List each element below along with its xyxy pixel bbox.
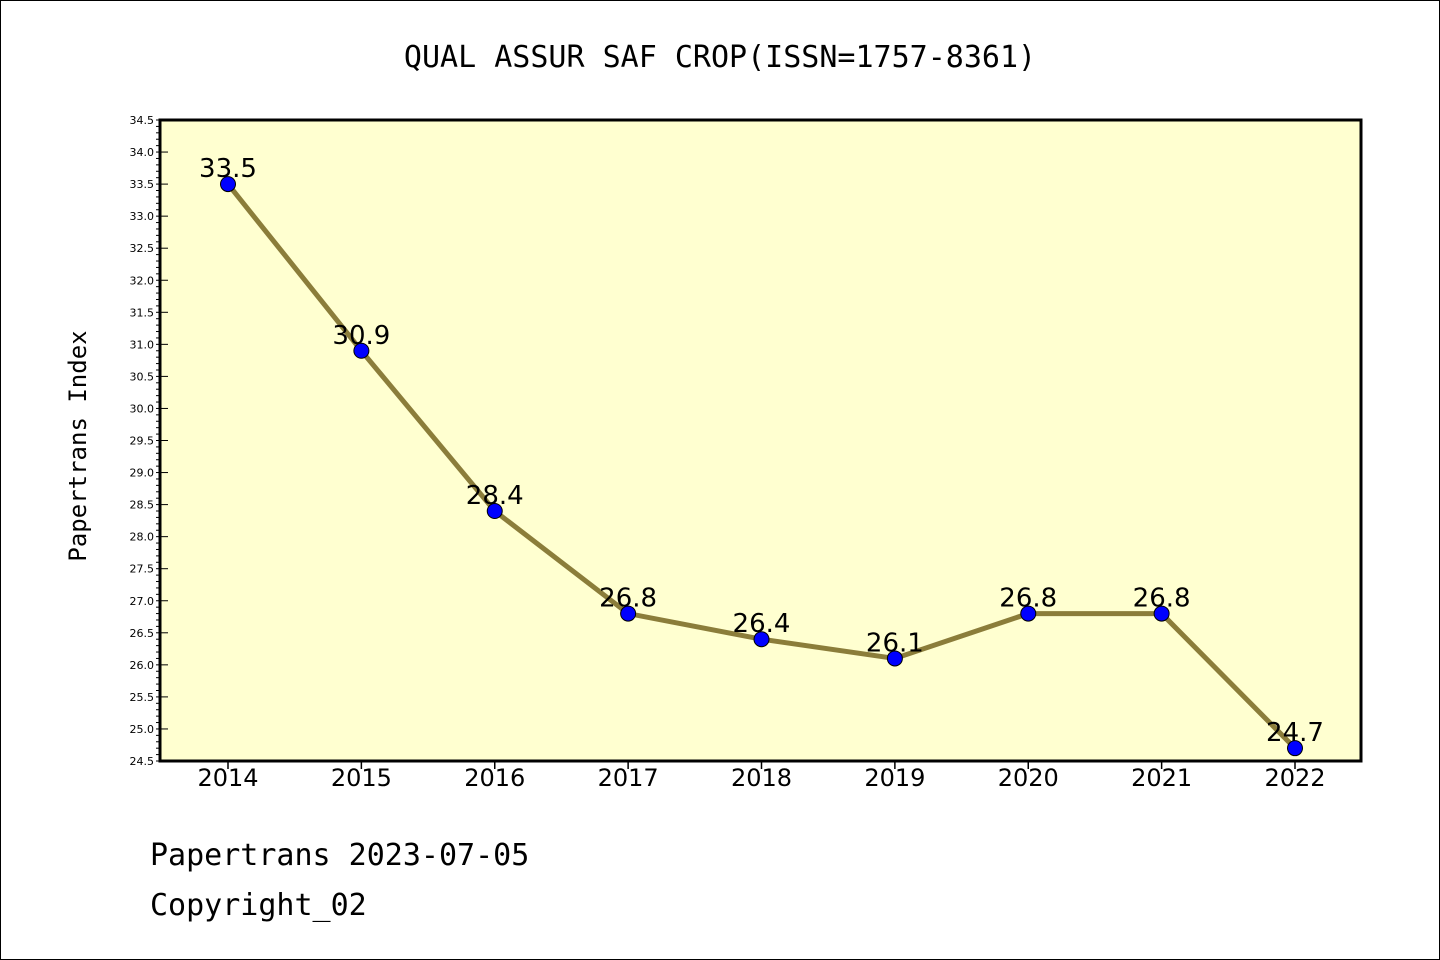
y-tick-label: 32.5	[130, 242, 155, 255]
x-tick-label: 2022	[1264, 764, 1325, 792]
data-label: 30.9	[332, 321, 390, 351]
y-tick-label: 32.0	[130, 274, 155, 287]
y-axis: 24.5 25.0 25.5 26.0 26.5 27.0 27.5 28.0 28.5 29.0…	[130, 114, 168, 768]
data-label: 24.7	[1266, 718, 1324, 748]
chart-title: QUAL ASSUR SAF CROP(ISSN=1757-8361)	[404, 40, 1036, 75]
data-label: 26.1	[866, 628, 924, 658]
data-point	[1287, 740, 1303, 757]
x-tick-label: 2016	[464, 764, 525, 792]
y-tick-label: 28.0	[130, 531, 155, 544]
y-tick-label: 27.5	[130, 563, 155, 576]
y-tick-label: 31.5	[130, 306, 155, 319]
x-tick-label: 2018	[731, 764, 792, 792]
y-tick-label: 34.0	[130, 146, 155, 159]
x-axis: 2014 2015 2016 2017 2018 2019 2020 2021 2022	[197, 761, 1326, 792]
y-tick-label: 33.0	[130, 210, 155, 223]
footer-date: Papertrans 2023-07-05	[150, 838, 529, 873]
y-tick-label: 29.5	[130, 435, 155, 448]
data-label: 26.4	[733, 609, 791, 639]
y-tick-label: 31.0	[130, 338, 155, 351]
x-tick-label: 2017	[598, 764, 659, 792]
y-tick-label: 27.0	[130, 595, 155, 608]
y-tick-label: 28.5	[130, 499, 155, 512]
x-tick-label: 2020	[998, 764, 1059, 792]
x-tick-label: 2021	[1131, 764, 1192, 792]
y-tick-label: 25.0	[130, 723, 155, 736]
data-label: 33.5	[199, 154, 257, 184]
x-tick-label: 2014	[197, 764, 258, 792]
x-tick-label: 2015	[331, 764, 392, 792]
data-point	[620, 605, 637, 622]
footer-copyright: Copyright_02	[150, 888, 367, 923]
y-tick-label: 26.0	[130, 659, 155, 672]
data-label: 26.8	[1133, 584, 1191, 614]
y-tick-label: 29.0	[130, 467, 155, 480]
data-point	[1020, 605, 1037, 622]
y-tick-label: 25.5	[130, 691, 155, 704]
y-tick-label: 30.5	[130, 370, 155, 383]
data-point	[486, 503, 503, 520]
y-tick-label: 34.5	[130, 114, 155, 127]
data-label: 26.8	[599, 584, 657, 614]
data-label: 28.4	[466, 481, 524, 511]
data-point	[1153, 605, 1170, 622]
y-axis-label: Papertrans Index	[64, 330, 92, 561]
data-point	[886, 650, 903, 667]
x-tick-label: 2019	[864, 764, 925, 792]
y-tick-label: 26.5	[130, 627, 155, 640]
data-label: 26.8	[999, 584, 1057, 614]
y-tick-label: 24.5	[130, 755, 155, 768]
data-point	[753, 631, 770, 648]
data-point	[353, 342, 370, 359]
y-tick-label: 33.5	[130, 178, 155, 191]
plot-area	[158, 118, 1363, 763]
series-layer: 33.5 30.9 28.4 26.8 26.4 26.1 26.8 26.8 24.7	[199, 154, 1324, 757]
y-tick-label: 30.0	[130, 402, 155, 415]
data-point	[220, 176, 236, 193]
